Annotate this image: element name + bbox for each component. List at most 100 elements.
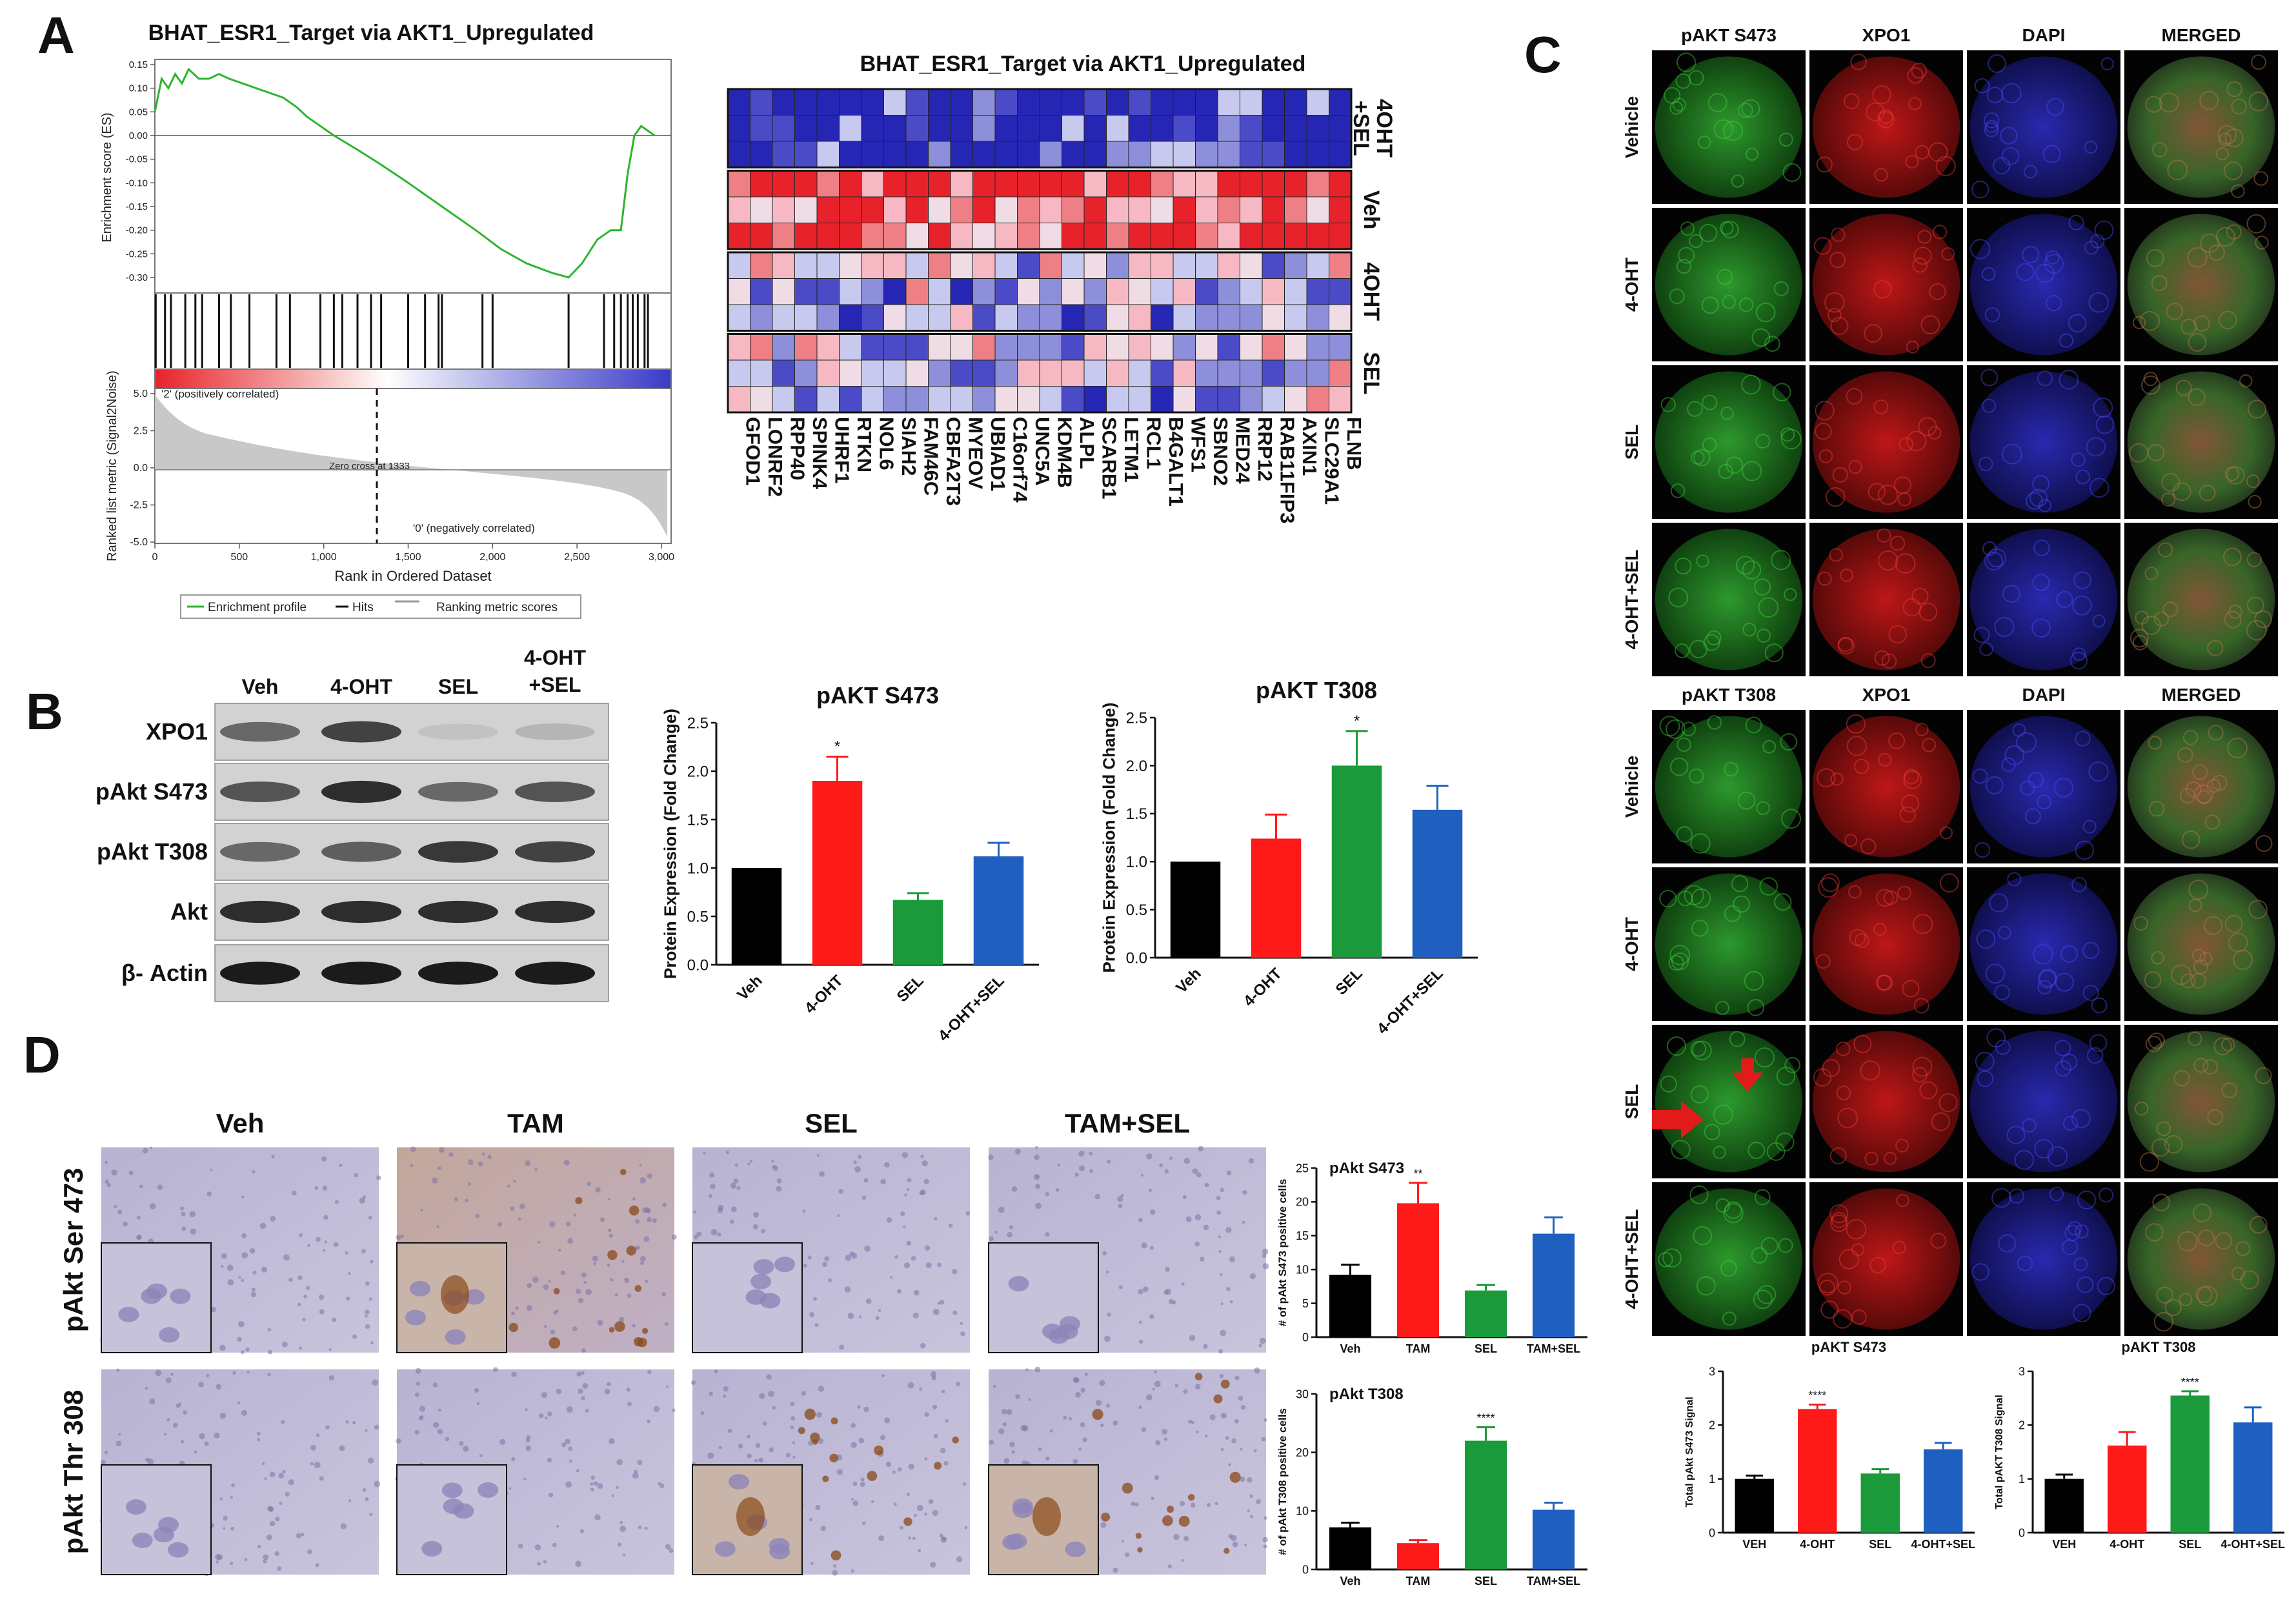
heatmap-cell xyxy=(1039,196,1062,223)
gene-label: NOL6 xyxy=(875,417,898,470)
heatmap-cell xyxy=(994,334,1018,361)
heatmap-cell xyxy=(727,115,750,142)
y-tick-label: 2.0 xyxy=(687,763,709,780)
heatmap-cell xyxy=(994,196,1018,223)
heatmap-cell xyxy=(1106,278,1129,305)
heatmap-cell xyxy=(1062,196,1085,223)
heatmap-cell xyxy=(1284,252,1307,279)
bar-chart-c-s473: pAKT S473 0 1 2 3 Total pAkt S473 Signal VEH **… xyxy=(1684,1339,1975,1551)
category-label: 4-OHT xyxy=(1240,965,1285,1010)
heatmap-cell xyxy=(1329,115,1352,142)
heatmap-cell xyxy=(905,334,929,361)
heatmap-cell xyxy=(1106,170,1129,197)
chart-title: pAkt T308 xyxy=(1329,1386,1404,1403)
bar-chart-d-s473: pAkt S473 0 5 10 15 20 25 # of pAkt S473 positi… xyxy=(1276,1160,1587,1355)
gene-label: RPP40 xyxy=(786,417,809,480)
heatmap-cell xyxy=(794,359,818,387)
heatmap-cell xyxy=(1083,334,1107,361)
es-tick-label: -0.20 xyxy=(126,225,148,236)
ihc-grid: Veh TAM SEL TAM+SEL pAkt Ser 473 pAkt Thr 308 xyxy=(58,1108,1269,1577)
y-tick-label: 0.5 xyxy=(687,908,709,925)
y-axis-label: Protein Expression (Fold Change) xyxy=(1100,703,1119,973)
heatmap-cell xyxy=(1306,88,1329,116)
gene-label: SIAH2 xyxy=(898,417,920,476)
heatmap-cell xyxy=(1151,304,1174,331)
blot-band xyxy=(515,962,595,985)
y-tick-label: 0.0 xyxy=(687,956,709,974)
heatmap-cell xyxy=(950,334,973,361)
gene-label: MYEOV xyxy=(964,417,987,489)
heatmap-cell xyxy=(1240,196,1263,223)
heatmap-cell xyxy=(1151,141,1174,168)
gene-label: LONRF2 xyxy=(764,417,787,497)
heatmap-cell xyxy=(816,278,840,305)
heatmap-cell xyxy=(972,141,996,168)
gsea-title: BHAT_ESR1_Target via AKT1_Upregulated xyxy=(148,21,594,45)
chart-title: pAKT S473 xyxy=(1811,1339,1886,1355)
blot-band xyxy=(515,900,595,923)
heatmap-cell xyxy=(861,304,884,331)
heatmap-cell xyxy=(1306,196,1329,223)
heatmap-cell xyxy=(1039,386,1062,413)
heatmap-cell xyxy=(972,88,996,116)
heatmap-cell xyxy=(1039,88,1062,116)
heatmap-cell xyxy=(1284,223,1307,250)
heatmap-cell xyxy=(1128,386,1151,413)
heatmap-cell xyxy=(816,115,840,142)
heatmap-cell xyxy=(861,115,884,142)
gene-label: AXIN1 xyxy=(1298,417,1321,476)
y-tick-label: 2 xyxy=(1709,1419,1715,1432)
heatmap-cell xyxy=(727,359,750,387)
heatmap-cell xyxy=(1062,223,1085,250)
microscopy-column-label: XPO1 xyxy=(1862,25,1911,45)
heatmap-cell xyxy=(1195,252,1218,279)
heatmap-cell xyxy=(861,278,884,305)
heatmap-group-label: Veh xyxy=(1359,190,1384,229)
heatmap-cell xyxy=(1083,223,1107,250)
y-tick-label: 15 xyxy=(1296,1229,1309,1242)
heatmap-cell xyxy=(1217,141,1240,168)
heatmap-cell xyxy=(1262,88,1285,116)
blot-band xyxy=(321,842,401,862)
microscopy-column-label: DAPI xyxy=(2022,685,2066,705)
bar xyxy=(1924,1449,1963,1533)
heatmap-cell xyxy=(772,170,795,197)
heatmap-cell xyxy=(772,88,795,116)
blot-lane-labels: Veh 4-OHT SEL 4-OHT +SEL xyxy=(242,646,587,698)
blot-row-label: β- Actin xyxy=(121,960,208,986)
gene-label: MED24 xyxy=(1231,417,1254,484)
heatmap-cell xyxy=(1306,141,1329,168)
heatmap-cell xyxy=(905,141,929,168)
heatmap-cell xyxy=(1306,334,1329,361)
gene-label: SLC29A1 xyxy=(1320,417,1343,505)
heatmap-cell xyxy=(1284,278,1307,305)
heatmap-group-label: 4OHT xyxy=(1359,262,1384,321)
heatmap-cell xyxy=(1195,196,1218,223)
heatmap-cell xyxy=(950,278,973,305)
heatmap-cell xyxy=(1195,223,1218,250)
bar xyxy=(1329,1527,1372,1569)
heatmap-cell xyxy=(772,334,795,361)
legend-enrichment: Enrichment profile xyxy=(208,601,307,614)
heatmap-cell xyxy=(972,170,996,197)
heatmap-cell xyxy=(772,141,795,168)
y-tick-label: 2 xyxy=(2019,1419,2025,1432)
bar xyxy=(1329,1275,1372,1337)
bar xyxy=(1464,1290,1507,1337)
heatmap-cell xyxy=(727,88,750,116)
heatmap-cell xyxy=(1284,304,1307,331)
heatmap-cell xyxy=(1128,304,1151,331)
category-label: SEL xyxy=(1333,965,1366,998)
heatmap-cell xyxy=(928,115,951,142)
heatmap-cell xyxy=(1106,304,1129,331)
chart-title: pAKT T308 xyxy=(1256,677,1377,703)
heatmap-cell xyxy=(1173,386,1196,413)
blot-band xyxy=(220,721,300,742)
blot-band xyxy=(418,900,498,923)
heatmap-cell xyxy=(1240,278,1263,305)
heatmap-cell xyxy=(839,304,862,331)
heatmap-cell xyxy=(928,196,951,223)
heatmap-cell xyxy=(1240,88,1263,116)
heatmap-cell xyxy=(1173,334,1196,361)
heatmap-cell xyxy=(883,141,907,168)
